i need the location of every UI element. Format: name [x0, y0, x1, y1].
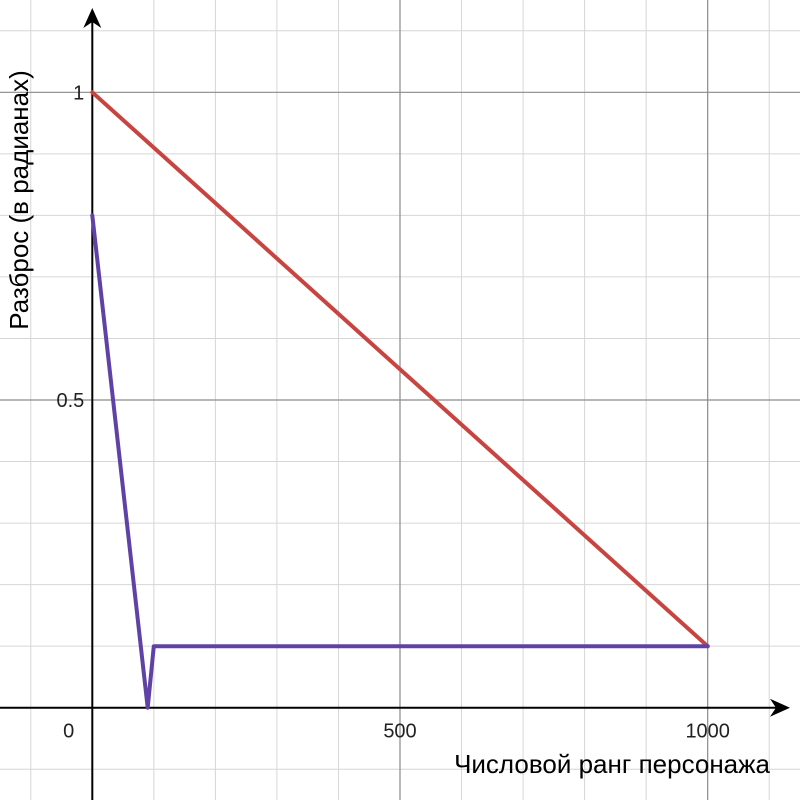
y-tick-label: 1: [73, 82, 84, 104]
series-line-2: [90, 213, 710, 710]
x-axis-title: Числовой ранг персонажа: [454, 749, 770, 779]
x-axis-arrow-icon: [770, 698, 790, 717]
x-tick-label: 1000: [685, 721, 730, 743]
x-tick-label: 0: [63, 721, 74, 743]
axes: [0, 8, 790, 800]
tick-labels: 0 500 1000 0.5 1: [56, 82, 729, 742]
series-line-1: [90, 90, 710, 649]
series-layer: [90, 90, 710, 710]
y-tick-label: 0.5: [56, 390, 84, 412]
x-tick-label: 500: [383, 721, 416, 743]
y-axis-title: Разброс (в радианах): [4, 70, 34, 330]
y-axis-arrow-icon: [83, 8, 102, 28]
